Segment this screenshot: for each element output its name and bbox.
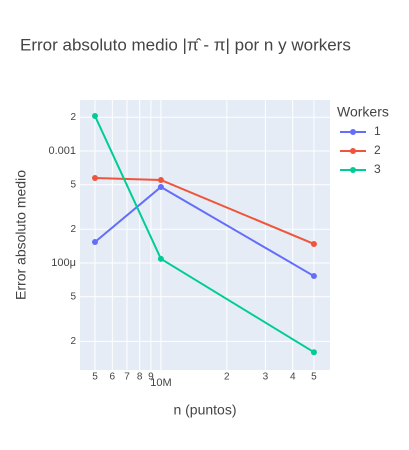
point [310,349,317,356]
x-tick-label: 7 [124,372,130,383]
legend-label: 2 [374,143,381,157]
y-tick-label: 2 [70,224,76,235]
y-tick-label: 5 [70,179,76,190]
point [157,183,164,190]
y-tick-label: 100μ [51,257,76,269]
legend-label: 1 [374,124,381,138]
y-tick-label: 2 [70,336,76,347]
x-axis-title: n (puntos) [173,402,236,418]
y-tick-label: 5 [70,291,76,302]
legend-title: Workers [337,104,389,120]
point [92,113,99,120]
y-axis-title: Error absoluto medio [13,170,29,300]
legend-label: 3 [374,162,381,176]
x-tick-label: 5 [92,372,98,383]
x-tick-label: 10M [150,377,171,389]
x-tick-label: 2 [224,372,230,383]
point [310,273,317,280]
x-tick-label: 9 [148,372,154,383]
x-tick-label: 4 [290,372,296,383]
point [92,174,99,181]
point [310,240,317,247]
chart-title: Error absoluto medio |π̂ - π| por n y wo… [20,35,351,54]
x-tick-label: 6 [110,372,116,383]
x-tick-label: 8 [137,372,143,383]
legend-marker [350,167,356,173]
y-tick-label: 0.001 [48,145,76,157]
plot-area [80,100,330,370]
x-tick-label: 5 [311,372,317,383]
x-tick-label: 3 [263,372,269,383]
point [157,255,164,262]
legend-marker [350,129,356,135]
legend-marker [350,148,356,154]
point [157,176,164,183]
point [92,239,99,246]
y-tick-label: 2 [70,112,76,123]
